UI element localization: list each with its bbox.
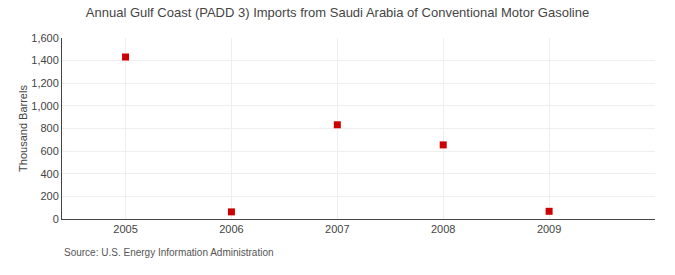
svg-text:2008: 2008 <box>431 223 455 235</box>
svg-text:200: 200 <box>40 190 58 202</box>
svg-text:400: 400 <box>40 168 58 180</box>
svg-text:2009: 2009 <box>537 223 561 235</box>
svg-text:Thousand Barrels: Thousand Barrels <box>17 85 29 172</box>
svg-text:0: 0 <box>53 213 59 225</box>
svg-text:1,600: 1,600 <box>31 32 59 44</box>
svg-text:1,000: 1,000 <box>31 100 59 112</box>
svg-text:Source: U.S. Energy Informatio: Source: U.S. Energy Information Administ… <box>64 247 274 258</box>
svg-text:2005: 2005 <box>113 223 137 235</box>
svg-text:1,400: 1,400 <box>31 54 59 66</box>
svg-text:800: 800 <box>40 122 58 134</box>
svg-text:1,200: 1,200 <box>31 77 59 89</box>
svg-text:Annual Gulf Coast (PADD 3) Imp: Annual Gulf Coast (PADD 3) Imports from … <box>86 5 589 20</box>
svg-text:600: 600 <box>40 145 58 157</box>
svg-text:2006: 2006 <box>219 223 243 235</box>
svg-text:2007: 2007 <box>325 223 349 235</box>
